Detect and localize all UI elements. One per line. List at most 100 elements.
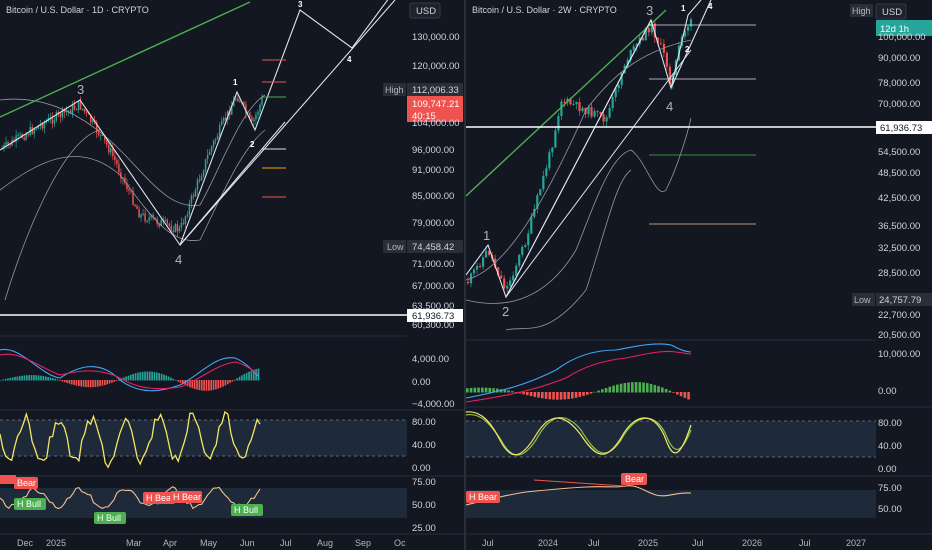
macd-bar [229, 380, 231, 383]
right-time-2026: 2026 [742, 538, 762, 548]
left-hbull-label-2: H Bull [97, 513, 121, 523]
left-wave-3b: 3 [298, 0, 303, 9]
right-macd-slow [466, 350, 692, 403]
macd-bar [73, 380, 75, 386]
macd-bar [664, 388, 668, 393]
macd-bar [125, 376, 127, 381]
left-high-label: High [385, 85, 404, 95]
candle-body [518, 254, 521, 266]
macd-bar [571, 392, 574, 399]
left-wave-3: 3 [77, 82, 84, 97]
macd-bar [167, 376, 170, 381]
left-chart-svg[interactable]: Bitcoin / U.S. Dollar · 1D · CRYPTO 3 4 … [0, 0, 464, 550]
right-hbear-label: H Bear [469, 492, 497, 502]
right-wave-3: 3 [646, 3, 653, 18]
left-low-label: Low [387, 242, 404, 252]
left-tick-60300: 60,300.00 [412, 320, 454, 331]
macd-bar [174, 379, 177, 381]
candle-body [629, 49, 632, 60]
pane-divider[interactable] [464, 0, 466, 550]
candle-body [55, 112, 58, 121]
candle-body [614, 88, 617, 98]
left-rsi-tick-25: 25.00 [412, 523, 436, 534]
left-last-price: 109,747.21 [412, 99, 460, 110]
left-wave-channel [179, 0, 396, 246]
right-tick-32500: 32,500.00 [878, 243, 920, 254]
right-chart-svg[interactable]: Bitcoin / U.S. Dollar · 2W · CRYPTO 3 4 … [466, 0, 932, 550]
candle-body [118, 164, 120, 173]
candle-body [172, 230, 175, 232]
macd-bar [529, 392, 533, 397]
right-currency-button[interactable] [875, 3, 907, 20]
candle-body [91, 120, 94, 123]
candle-body [210, 146, 213, 153]
candle-body [136, 205, 138, 209]
macd-bar [619, 383, 623, 393]
candle-body [255, 114, 257, 120]
candle-body [192, 195, 195, 197]
left-chart-title: Bitcoin / U.S. Dollar · 1D · CRYPTO [6, 5, 149, 15]
left-tick-104000: 104,000.00 [412, 118, 460, 129]
left-currency-button[interactable] [409, 2, 441, 19]
macd-bar [574, 392, 578, 398]
right-last-price-tag [876, 20, 932, 36]
right-wave-channel [670, 0, 712, 89]
macd-bar [511, 391, 514, 393]
right-band-upper [466, 39, 692, 281]
macd-bar [18, 376, 21, 381]
macd-bar [89, 380, 92, 388]
left-time-jul: Jul [280, 538, 292, 548]
right-chart-pane[interactable]: Bitcoin / U.S. Dollar · 2W · CRYPTO 3 4 … [466, 0, 932, 550]
macd-bar [49, 377, 52, 381]
left-chart-pane[interactable]: Bitcoin / U.S. Dollar · 1D · CRYPTO 3 4 … [0, 0, 464, 550]
left-tick-71000: 71,000.00 [412, 259, 454, 270]
candle-body [89, 114, 92, 123]
left-trendline-green [0, 1, 251, 118]
candle-body [9, 144, 11, 146]
macd-bar [507, 390, 510, 393]
candle-body [150, 215, 152, 218]
right-macd-tick-0: 0.00 [878, 386, 897, 397]
right-rsi-band [466, 490, 876, 518]
macd-bar [526, 392, 529, 396]
candle-body [253, 119, 255, 121]
candle-body [152, 215, 154, 218]
candle-body [37, 125, 40, 129]
candle-body [231, 106, 233, 115]
left-level-tag [407, 309, 463, 322]
candle-body [620, 73, 623, 85]
macd-bar [7, 378, 9, 381]
right-wave-1: 1 [483, 228, 490, 243]
candle-body [239, 101, 241, 103]
candle-body [569, 98, 572, 105]
macd-bar [122, 377, 125, 381]
macd-bar [141, 371, 144, 381]
macd-bar [189, 380, 191, 388]
macd-bar [215, 380, 217, 390]
candle-body [180, 222, 183, 228]
candle-body [478, 265, 482, 267]
right-time-jul-23: Jul [482, 538, 494, 548]
left-macd-tick-0: 0.00 [412, 377, 431, 388]
candle-body [650, 23, 653, 33]
macd-bar [653, 384, 657, 393]
candle-body [216, 136, 219, 140]
macd-bar [26, 375, 28, 381]
macd-bar [236, 378, 239, 381]
candle-body [237, 98, 239, 102]
candle-body [194, 189, 197, 197]
right-stoch-d [466, 413, 692, 456]
macd-bar [127, 375, 130, 381]
right-time-2024: 2024 [538, 538, 558, 548]
right-wave-4b: 4 [708, 2, 713, 11]
macd-bar [676, 392, 679, 395]
candle-body [602, 114, 605, 122]
macd-bar [200, 380, 203, 391]
left-high-tag [383, 83, 406, 96]
macd-bar [638, 382, 642, 393]
right-price-axis[interactable] [876, 0, 932, 550]
right-hbear-tag [466, 491, 500, 503]
right-tick-20500: 20,500.00 [878, 330, 920, 341]
macd-bar [94, 380, 97, 387]
candle-body [176, 224, 179, 232]
